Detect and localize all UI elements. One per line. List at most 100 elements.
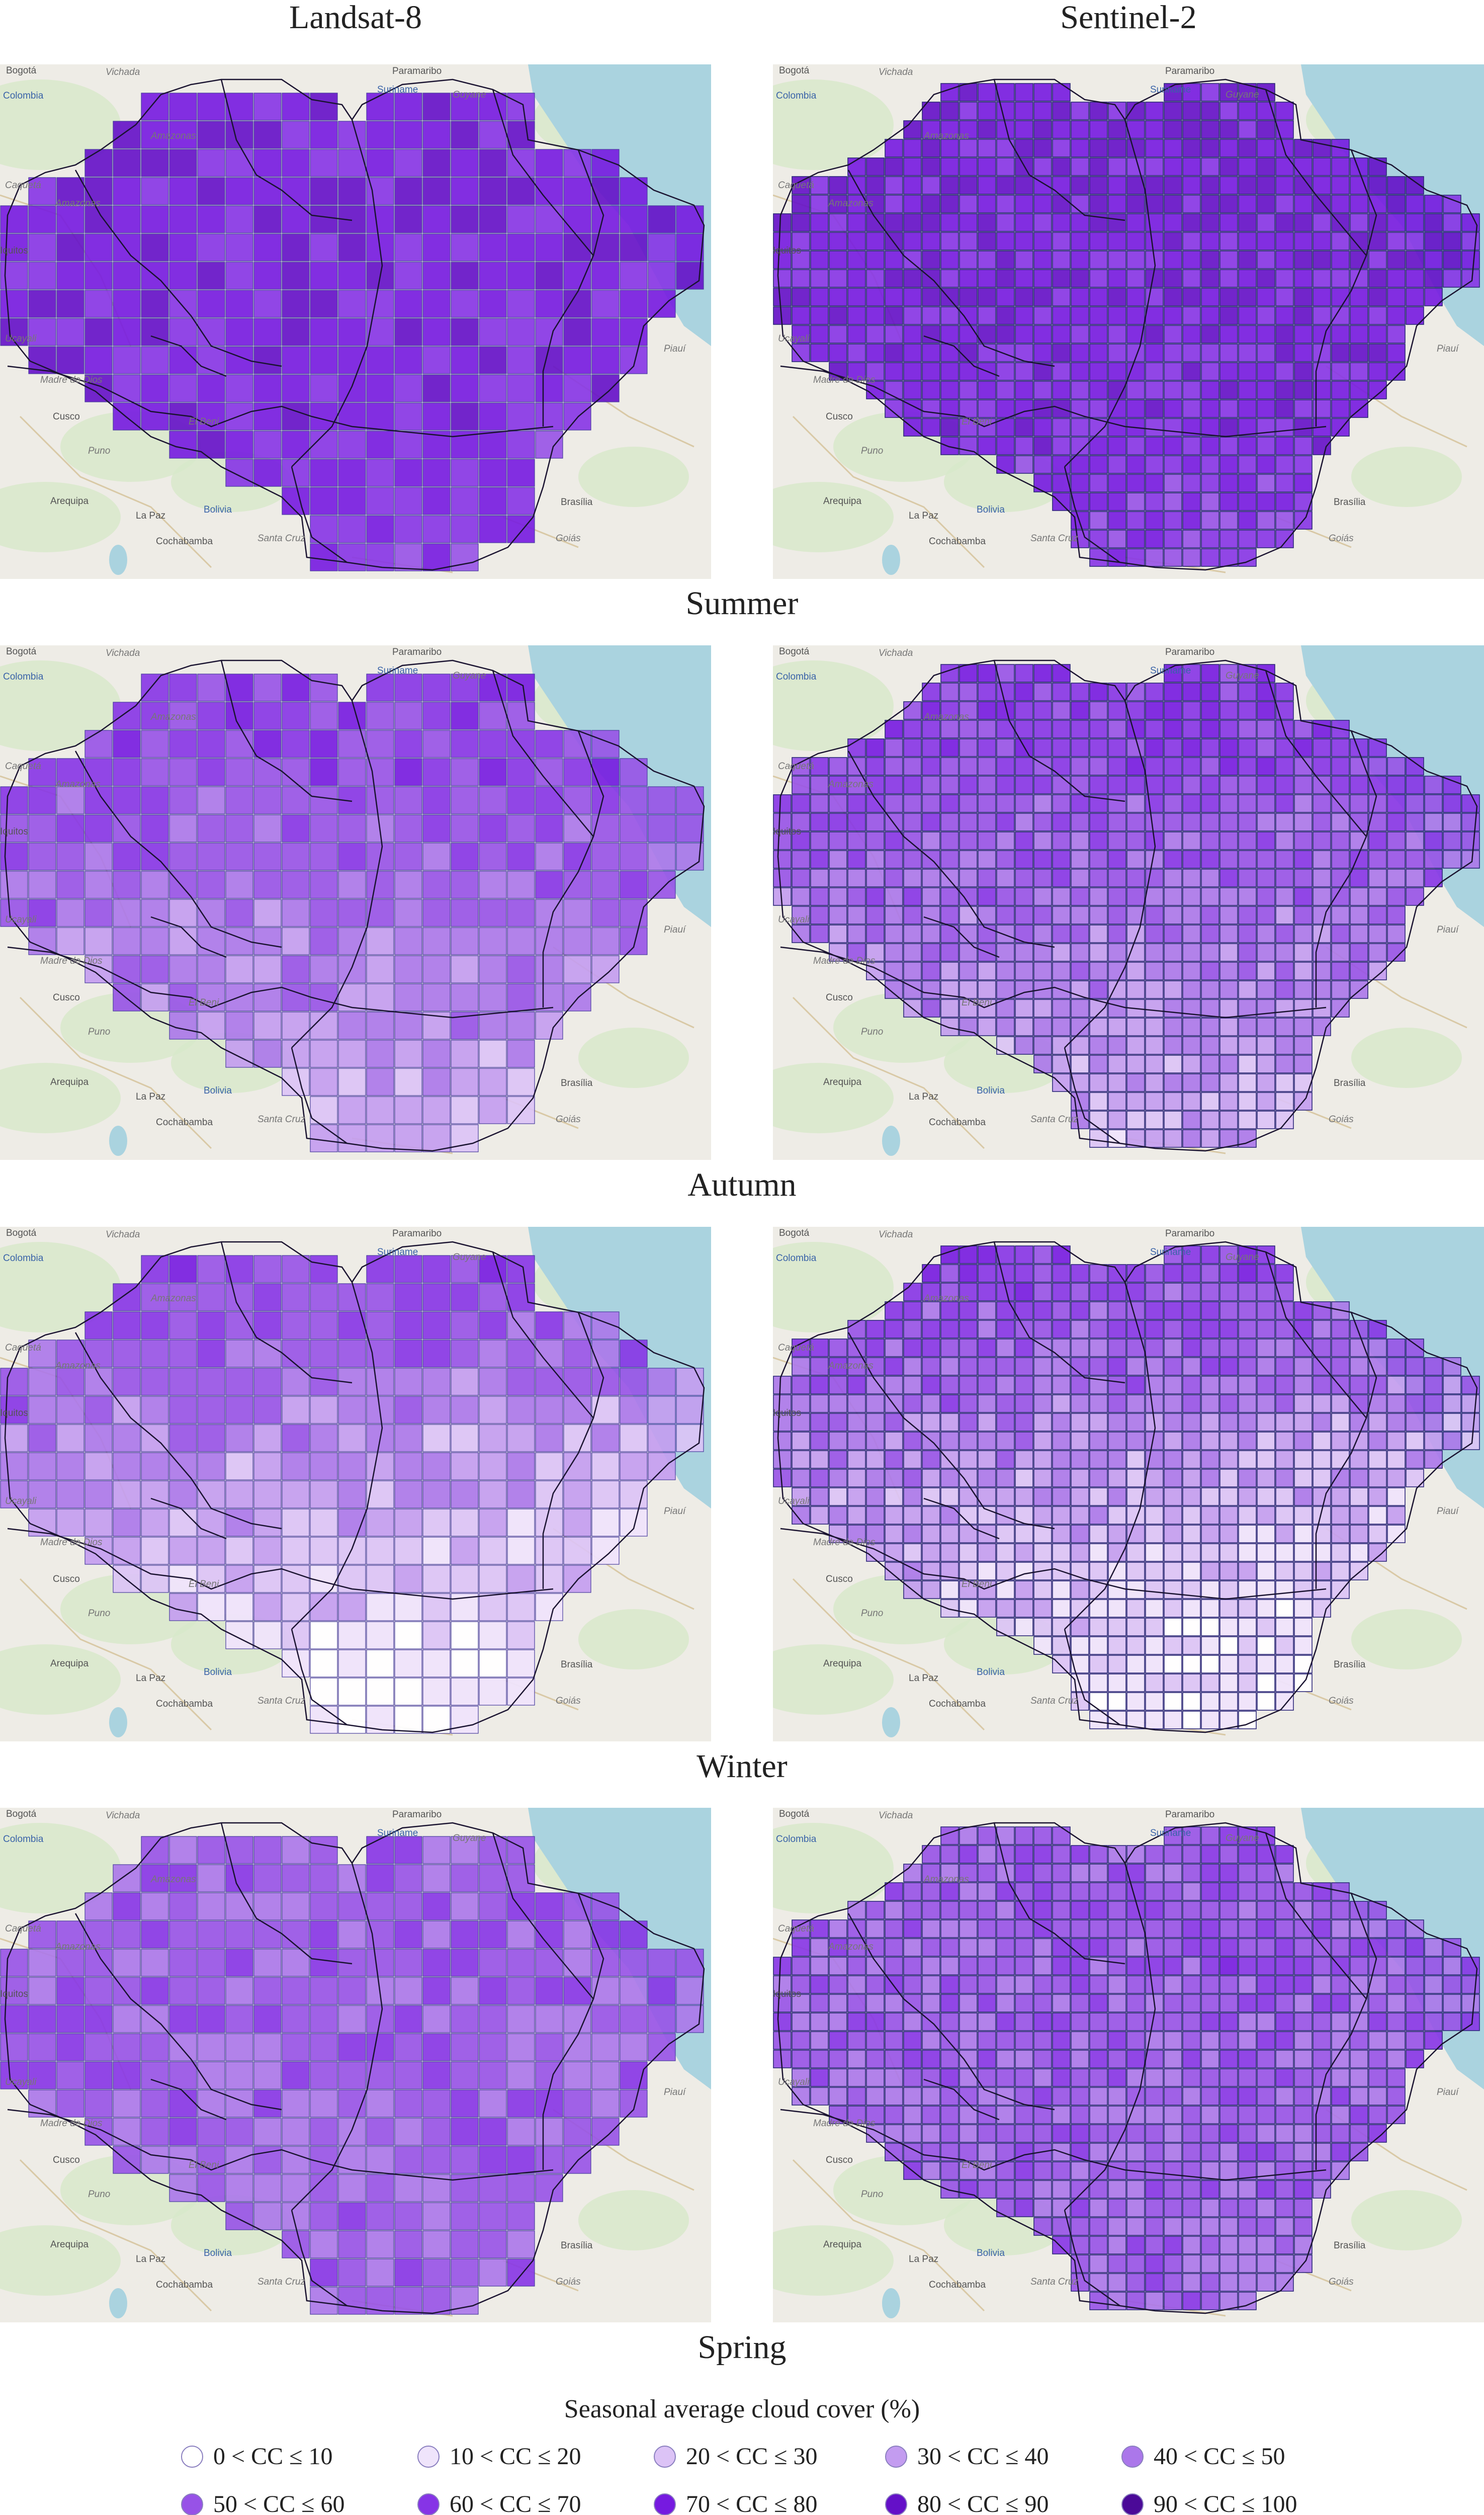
cloud-cover-tile <box>1145 906 1164 925</box>
place-label: Amazonas <box>151 712 196 722</box>
cloud-cover-tile <box>1219 176 1238 195</box>
cloud-cover-tile <box>978 250 996 269</box>
cloud-cover-tile <box>996 1845 1015 1864</box>
cloud-cover-tile <box>394 121 422 149</box>
cloud-cover-tile <box>1238 2143 1257 2161</box>
place-label: El Beni <box>189 997 219 1008</box>
cloud-cover-tile <box>1182 1882 1201 1901</box>
cloud-cover-tile <box>1108 1673 1126 1692</box>
cloud-cover-tile <box>1164 664 1182 683</box>
cloud-cover-tile <box>1145 2106 1164 2124</box>
cloud-cover-tile <box>978 269 996 288</box>
cloud-cover-tile <box>1033 906 1052 925</box>
cloud-cover-tile <box>197 1012 225 1040</box>
cloud-cover-tile <box>940 999 959 1018</box>
cloud-cover-tile <box>1089 906 1108 925</box>
cloud-cover-tile <box>1294 250 1313 269</box>
cloud-cover-tile <box>1219 1994 1238 2013</box>
cloud-cover-tile <box>959 2050 978 2068</box>
cloud-cover-tile <box>829 1376 847 1394</box>
cloud-cover-tile <box>310 1255 338 1283</box>
cloud-cover-tile <box>903 757 922 776</box>
cloud-cover-tile <box>591 1508 620 1537</box>
cloud-cover-tile <box>1052 437 1071 455</box>
cloud-cover-tile <box>1052 869 1071 887</box>
cloud-cover-tile <box>1201 83 1219 102</box>
cloud-cover-tile <box>366 1012 394 1040</box>
place-label: Iquitos <box>773 1989 801 1999</box>
cloud-cover-tile <box>1108 1506 1126 1525</box>
cloud-cover-tile <box>1294 962 1313 980</box>
cloud-cover-tile <box>903 1283 922 1301</box>
cloud-cover-tile <box>451 1920 479 1949</box>
cloud-cover-tile <box>1201 1301 1219 1320</box>
cloud-cover-tile <box>1275 437 1294 455</box>
cloud-cover-tile <box>866 1450 885 1469</box>
cloud-cover-tile <box>1052 362 1071 381</box>
cloud-cover-tile <box>253 205 282 233</box>
cloud-cover-tile <box>1294 1599 1313 1618</box>
cloud-cover-tile <box>1145 2254 1164 2273</box>
cloud-cover-tile <box>1257 157 1275 176</box>
cloud-cover-tile <box>1126 195 1145 213</box>
cloud-cover-tile <box>1126 399 1145 418</box>
cloud-cover-tile <box>829 1487 847 1506</box>
cloud-cover-tile <box>792 2031 810 2050</box>
cloud-cover-tile <box>1275 2124 1294 2143</box>
place-label: Cusco <box>53 411 80 422</box>
cloud-cover-tile <box>338 1706 366 1734</box>
place-label: Bogotá <box>6 1228 37 1238</box>
cloud-cover-tile <box>1201 176 1219 195</box>
legend-swatch <box>885 2493 907 2515</box>
cloud-cover-tile <box>479 983 507 1012</box>
cloud-cover-tile <box>1238 1655 1257 1673</box>
cloud-cover-tile <box>1275 1487 1294 1506</box>
cloud-cover-tile <box>1331 2087 1350 2106</box>
cloud-cover-tile <box>282 1339 310 1368</box>
cloud-cover-tile <box>922 1376 940 1394</box>
cloud-cover-tile <box>591 290 620 318</box>
cloud-cover-tile <box>1219 2124 1238 2143</box>
place-label: Piauí <box>1437 1506 1459 1517</box>
cloud-cover-tile <box>676 205 704 233</box>
cloud-cover-tile <box>366 402 394 431</box>
state-border <box>291 119 383 467</box>
cloud-cover-tile <box>1201 1092 1219 1111</box>
cloud-cover-tile <box>563 758 591 786</box>
cloud-cover-tile <box>1275 1338 1294 1357</box>
cloud-cover-tile <box>310 233 338 262</box>
cloud-cover-tile <box>922 232 940 250</box>
cloud-cover-tile <box>253 955 282 983</box>
cloud-cover-tile <box>479 1283 507 1311</box>
cloud-cover-tile <box>366 2258 394 2287</box>
cloud-cover-tile <box>978 1901 996 1919</box>
cloud-cover-tile <box>959 738 978 757</box>
cloud-cover-tile <box>1164 1692 1182 1711</box>
cloud-cover-tile <box>773 1994 792 2013</box>
cloud-cover-tile <box>1406 1450 1424 1469</box>
cloud-cover-tile <box>113 955 141 983</box>
cloud-cover-tile <box>1033 455 1052 474</box>
cloud-cover-tile <box>1331 1543 1350 1562</box>
cloud-cover-tile <box>1182 1245 1201 1264</box>
cloud-cover-tile <box>978 1245 996 1264</box>
place-label: Paramaribo <box>392 647 442 657</box>
cloud-cover-tile <box>1368 943 1387 962</box>
cloud-cover-tile <box>479 1537 507 1565</box>
cloud-cover-tile <box>1145 399 1164 418</box>
cloud-cover-tile <box>1033 850 1052 869</box>
cloud-cover-tile <box>1275 1301 1294 1320</box>
cloud-cover-tile <box>996 962 1015 980</box>
cloud-cover-tile <box>1201 1018 1219 1036</box>
cloud-cover-tile <box>1108 831 1126 850</box>
cloud-cover-tile <box>1164 2180 1182 2199</box>
place-label: Madre de Dios <box>40 2118 103 2129</box>
cloud-cover-tile <box>959 1450 978 1469</box>
cloud-cover-tile <box>1145 1580 1164 1599</box>
cloud-cover-tile <box>1350 381 1368 399</box>
cloud-cover-tile <box>535 233 563 262</box>
cloud-cover-tile <box>959 925 978 943</box>
place-label: El Beni <box>189 2160 219 2170</box>
cloud-cover-tile <box>1033 962 1052 980</box>
place-label: Cochabamba <box>929 1117 986 1128</box>
